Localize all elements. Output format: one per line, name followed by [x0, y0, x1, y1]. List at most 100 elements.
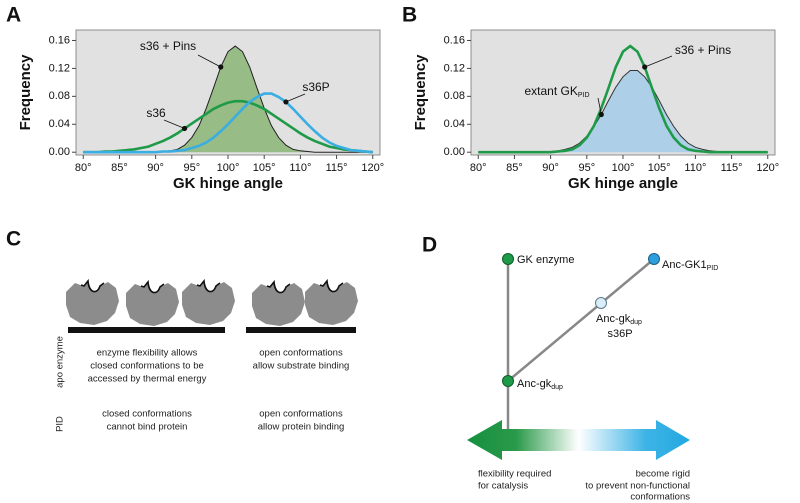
- annotation-dot: [642, 64, 648, 70]
- caption: closed conformations: [102, 409, 192, 420]
- charts: 80° 85° 90° 95° 100° 105° 110° 115° 120° 0.00 0.04…: [17, 29, 779, 192]
- y-tick-label: 0.00: [49, 146, 70, 158]
- series-annotation: s36P: [302, 80, 329, 94]
- y-tick-label: 0.16: [444, 34, 465, 46]
- protein-shape: [65, 280, 120, 326]
- panel-label: B: [402, 4, 417, 27]
- y-tick-label: 0.12: [49, 62, 70, 74]
- group-bar: [68, 327, 225, 333]
- caption: open conformations: [259, 409, 343, 420]
- node-label: Anc-gkdup: [517, 378, 563, 391]
- annotation-dot: [181, 125, 188, 132]
- y-tick-label: 0.04: [49, 118, 70, 130]
- x-tick-label: 100°: [217, 162, 240, 174]
- x-tick-label: 95°: [183, 162, 200, 174]
- panel-label: D: [422, 234, 437, 257]
- node-label: Anc-gkdup: [596, 313, 642, 326]
- node: [595, 297, 607, 309]
- caption: allow protein binding: [258, 422, 345, 433]
- series-annotation: s36 + Pins: [140, 39, 196, 53]
- node-label-sub: dup: [630, 319, 642, 326]
- row-label: PID: [55, 416, 66, 432]
- caption: cannot bind protein: [107, 422, 188, 433]
- x-tick-label: 110°: [289, 162, 311, 174]
- protein-shape: [251, 281, 306, 327]
- x-tick-label: 105°: [253, 162, 276, 174]
- caption: accessed by thermal energy: [88, 374, 207, 385]
- node-label: GK enzyme: [517, 254, 574, 266]
- arrow-caption: become rigid: [636, 469, 690, 480]
- line: [478, 44, 768, 154]
- panel-label: A: [6, 4, 21, 27]
- y-tick-label: 0.00: [444, 146, 465, 158]
- node: [648, 253, 660, 265]
- x-tick-label: 120°: [361, 162, 384, 174]
- x-tick-label: 110°: [684, 162, 706, 174]
- node-label-sub: PID: [707, 265, 719, 272]
- x-tick-label: 100°: [612, 162, 635, 174]
- annotation-dot: [218, 64, 224, 70]
- node: [502, 375, 514, 387]
- x-tick-label: 80°: [470, 162, 487, 174]
- node-label-sub: dup: [551, 384, 563, 391]
- caption: enzyme flexibility allows: [97, 348, 198, 359]
- node: [502, 253, 514, 265]
- series-name-sub: PID: [578, 92, 590, 99]
- x-tick-label: 115°: [326, 162, 348, 174]
- lineage-line: [507, 258, 655, 382]
- arrow-caption: to prevent non-functional: [585, 481, 690, 492]
- protein-shape: [304, 280, 359, 326]
- series-annotation: extant GKPID: [524, 84, 589, 99]
- x-tick-label: 105°: [648, 162, 671, 174]
- arrow-caption: for catalysis: [478, 481, 528, 492]
- y-tick-label: 0.12: [444, 62, 465, 74]
- y-tick-label: 0.04: [444, 118, 465, 130]
- caption: closed conformations to be: [90, 361, 204, 372]
- leader-line: [163, 119, 185, 129]
- caption: allow substrate binding: [253, 361, 350, 372]
- line: [83, 92, 373, 154]
- leader-line: [644, 55, 673, 68]
- x-tick-label: 85°: [111, 162, 128, 174]
- panel-d: GK enzyme Anc-GK1PID Anc-gkdup s36P Anc-…: [467, 253, 718, 503]
- node-label-main: Anc-gk: [517, 378, 552, 390]
- y-axis-label: Frequency: [412, 54, 429, 131]
- x-tick-label: 115°: [721, 162, 743, 174]
- leader-line: [197, 54, 221, 68]
- annotation-dot: [598, 111, 604, 118]
- x-tick-label: 90°: [542, 162, 559, 174]
- x-tick-label: 95°: [578, 162, 595, 174]
- x-axis-label: GK hinge angle: [173, 175, 283, 192]
- leader-line: [597, 97, 602, 115]
- x-tick-label: 85°: [506, 162, 523, 174]
- arrow-caption: flexibility required: [478, 469, 551, 480]
- panel-c: apo enzyme PID enzyme flexibility allows…: [55, 280, 359, 433]
- gradient-arrow: [467, 420, 690, 460]
- caption: open conformations: [259, 348, 343, 359]
- node-label-main: Anc-GK1: [662, 259, 707, 271]
- series-name: extant GK: [524, 84, 577, 98]
- area: [478, 70, 768, 153]
- row-label: apo enzyme: [55, 336, 66, 388]
- leader-line: [285, 93, 306, 103]
- y-tick-label: 0.08: [444, 90, 465, 102]
- x-tick-label: 120°: [756, 162, 779, 174]
- series-annotation: s36 + Pins: [675, 43, 731, 57]
- y-axis-label: Frequency: [17, 54, 34, 131]
- x-tick-label: 80°: [75, 162, 92, 174]
- y-tick-label: 0.16: [49, 34, 70, 46]
- panel-label: C: [6, 228, 21, 251]
- annotation-dot: [283, 99, 289, 105]
- line: [83, 99, 373, 154]
- node-label-main: Anc-gk: [596, 313, 631, 325]
- protein-shape: [181, 280, 236, 326]
- node-label: s36P: [607, 328, 632, 340]
- protein-shape: [125, 281, 180, 327]
- y-tick-label: 0.08: [49, 90, 70, 102]
- node-label: Anc-GK1PID: [662, 259, 718, 272]
- x-axis-label: GK hinge angle: [568, 175, 678, 192]
- x-tick-label: 90°: [147, 162, 164, 174]
- series-annotation: s36: [146, 106, 166, 120]
- arrow-caption: conformations: [630, 492, 690, 503]
